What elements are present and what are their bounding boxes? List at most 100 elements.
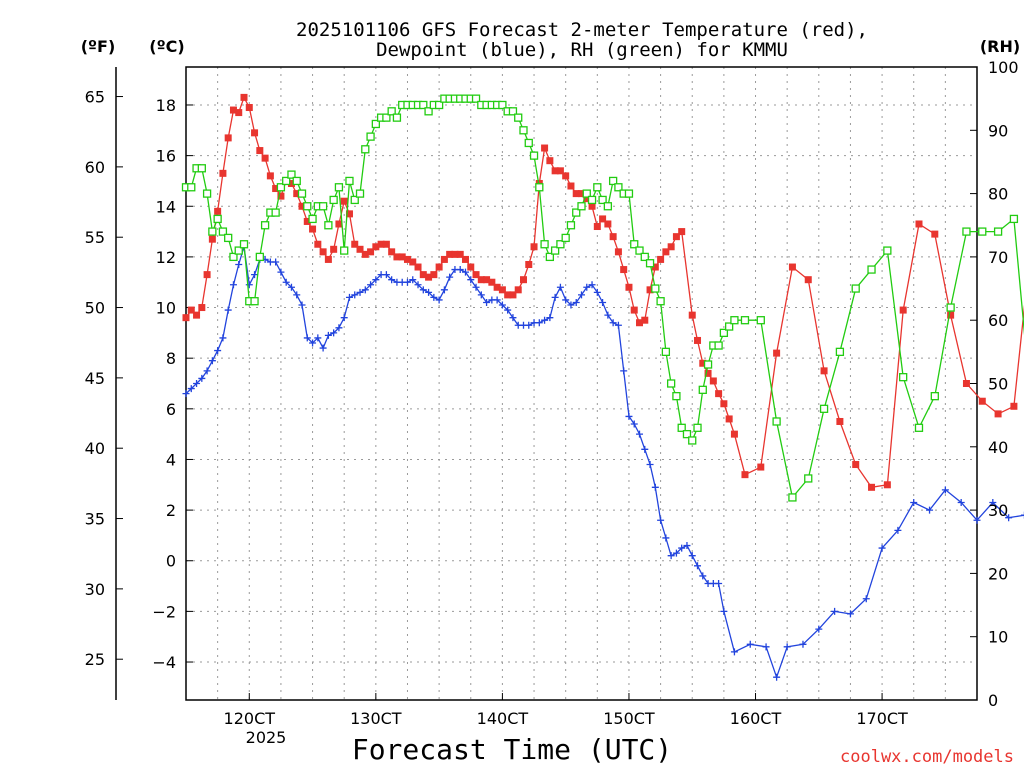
temperature-point bbox=[393, 253, 401, 261]
x-tick-label: 130CT bbox=[350, 709, 402, 728]
dewpoint-point bbox=[182, 390, 190, 398]
celsius-tick-label: 18 bbox=[156, 96, 176, 115]
rh-point bbox=[424, 107, 433, 116]
temperature-point bbox=[351, 240, 359, 248]
dewpoint-point bbox=[662, 534, 670, 542]
temperature-point bbox=[620, 266, 628, 274]
temperature-point bbox=[931, 230, 939, 238]
rh-point bbox=[640, 252, 649, 262]
temperature-point bbox=[657, 255, 665, 263]
rh-point bbox=[355, 189, 365, 198]
temperature-point bbox=[372, 243, 380, 251]
rh-point bbox=[682, 429, 692, 439]
temperature-point bbox=[224, 134, 232, 142]
celsius-tick-label: 12 bbox=[156, 248, 176, 267]
rh-point bbox=[608, 176, 618, 186]
rh-point bbox=[630, 240, 639, 249]
dewpoint-point bbox=[345, 293, 353, 301]
temperature-point bbox=[773, 349, 781, 357]
temperature-point bbox=[704, 369, 712, 377]
dewpoint-point bbox=[572, 298, 580, 306]
rh-point bbox=[930, 392, 939, 401]
dewpoint-point bbox=[593, 288, 601, 296]
rh-point bbox=[382, 113, 391, 122]
rh-point bbox=[672, 392, 681, 401]
rh-point bbox=[303, 202, 312, 211]
rh-point bbox=[656, 297, 665, 306]
temperature-point bbox=[451, 250, 459, 258]
temperature-point bbox=[604, 220, 612, 228]
temperature-point bbox=[435, 263, 443, 271]
dewpoint-point bbox=[251, 271, 259, 279]
rh-point bbox=[318, 202, 328, 211]
temperature-point bbox=[293, 190, 301, 198]
temperature-point bbox=[504, 291, 512, 299]
temperature-point bbox=[356, 245, 364, 253]
dewpoint-point bbox=[224, 306, 232, 314]
celsius-tick-label: 14 bbox=[156, 197, 176, 216]
temperature-point bbox=[403, 255, 411, 263]
dewpoint-point bbox=[208, 357, 216, 365]
dewpoint-point bbox=[419, 286, 427, 294]
temperature-point bbox=[493, 283, 501, 291]
rh-point bbox=[345, 176, 354, 186]
temperature-point bbox=[599, 215, 607, 223]
rh-point bbox=[234, 246, 243, 255]
dewpoint-point bbox=[435, 296, 443, 304]
fahrenheit-tick-label: 65 bbox=[85, 88, 105, 107]
temperature-point bbox=[314, 240, 322, 248]
rh-point bbox=[550, 246, 560, 255]
dewpoint-point bbox=[694, 562, 702, 570]
temperature-point bbox=[425, 273, 433, 281]
rh-tick-label: 90 bbox=[988, 121, 1008, 140]
dewpoint-point bbox=[372, 276, 380, 284]
rh-point bbox=[577, 202, 586, 211]
dewpoint-point bbox=[446, 273, 454, 281]
dewpoint-point bbox=[277, 268, 285, 276]
temperature-point bbox=[709, 377, 717, 385]
temperature-point bbox=[208, 235, 216, 243]
temperature-point bbox=[256, 147, 264, 155]
x-tick-label: 140CT bbox=[477, 709, 529, 728]
temperature-point bbox=[788, 263, 796, 271]
temperature-point bbox=[730, 430, 738, 438]
temperature-point bbox=[324, 255, 332, 263]
rh-series bbox=[181, 94, 1024, 502]
temperature-point bbox=[556, 167, 564, 175]
rh-point bbox=[835, 347, 845, 357]
dewpoint-point bbox=[287, 283, 295, 291]
celsius-tick-label: 0 bbox=[166, 552, 176, 571]
dewpoint-point bbox=[926, 506, 934, 514]
dewpoint-point bbox=[910, 499, 918, 507]
temperature-point bbox=[530, 243, 538, 251]
temperature-point bbox=[498, 286, 506, 294]
dewpoint-point bbox=[293, 291, 301, 299]
temperature-point bbox=[419, 271, 427, 279]
rh-point bbox=[883, 246, 892, 255]
dewpoint-point bbox=[245, 281, 253, 289]
dewpoint-point bbox=[683, 542, 691, 550]
rh-point bbox=[529, 151, 539, 160]
dewpoint-point bbox=[667, 552, 675, 560]
dewpoint-point bbox=[193, 380, 201, 387]
rh-point bbox=[677, 423, 686, 432]
fahrenheit-tick-label: 45 bbox=[85, 369, 105, 388]
temperature-point bbox=[456, 250, 464, 258]
rh-point bbox=[693, 423, 702, 432]
temperature-point bbox=[625, 283, 633, 291]
temperature-point bbox=[483, 276, 491, 284]
x-tick-label: 160CT bbox=[730, 709, 782, 728]
temperature-point bbox=[187, 306, 195, 314]
rh-point bbox=[978, 227, 987, 236]
dewpoint-point bbox=[1020, 511, 1024, 519]
dewpoint-point bbox=[456, 266, 464, 274]
temperature-point bbox=[836, 417, 844, 425]
dewpoint-point bbox=[957, 499, 965, 507]
dewpoint-point bbox=[1005, 514, 1013, 522]
rh-point bbox=[561, 233, 570, 243]
rh-point bbox=[593, 183, 602, 192]
dewpoint-point bbox=[567, 301, 575, 309]
rh-point bbox=[556, 240, 565, 249]
dewpoint-point bbox=[989, 499, 997, 507]
temperature-point bbox=[899, 306, 907, 314]
